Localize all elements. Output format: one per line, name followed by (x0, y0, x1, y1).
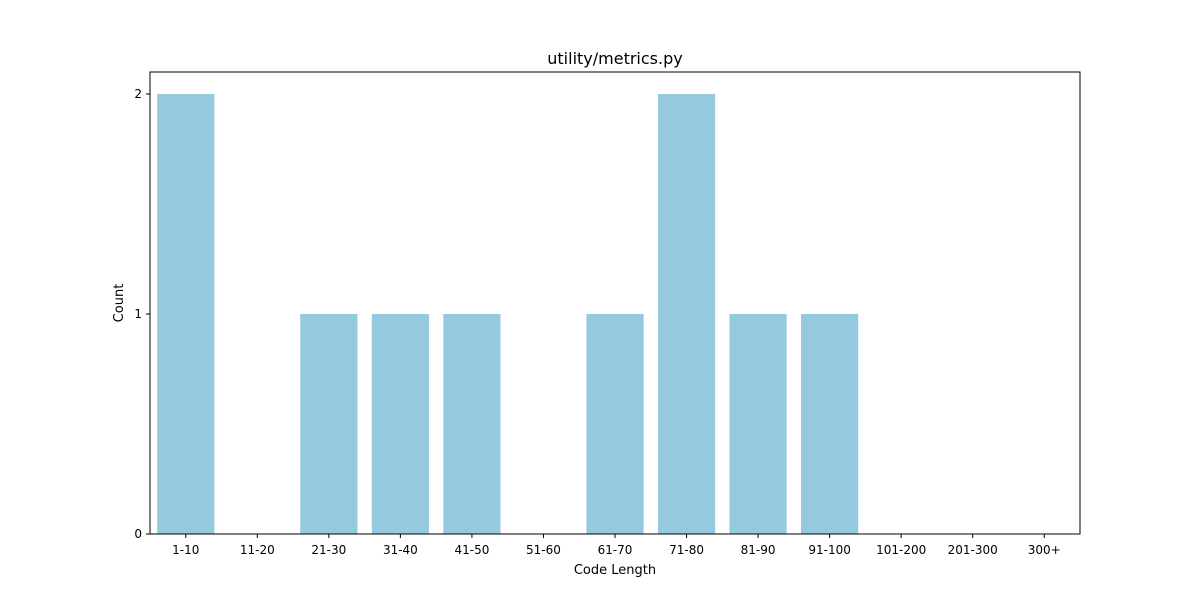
x-tick-label: 11-20 (240, 543, 275, 557)
x-tick-label: 61-70 (598, 543, 633, 557)
bar-1-10 (157, 94, 215, 534)
y-tick-label: 2 (134, 87, 142, 101)
bar-61-70 (586, 314, 644, 534)
x-axis: 1-10 11-20 21-30 31-40 41-50 51-60 61-70 71-80 8… (172, 534, 1061, 557)
chart-title: utility/metrics.py (547, 49, 682, 68)
x-tick-label: 21-30 (311, 543, 346, 557)
y-tick-label: 1 (134, 307, 142, 321)
x-tick-label: 41-50 (454, 543, 489, 557)
bar-91-100 (801, 314, 859, 534)
bar-31-40 (371, 314, 429, 534)
x-tick-label: 1-10 (172, 543, 199, 557)
bar-21-30 (300, 314, 358, 534)
y-tick-label: 0 (134, 527, 142, 541)
x-tick-label: 300+ (1028, 543, 1061, 557)
bar-71-80 (657, 94, 716, 534)
x-axis-label: Code Length (574, 563, 656, 578)
x-tick-label: 71-80 (669, 543, 704, 557)
bar-81-90 (729, 314, 787, 534)
bars-layer (157, 94, 859, 534)
x-tick-label: 81-90 (741, 543, 776, 557)
x-tick-label: 101-200 (876, 543, 926, 557)
x-tick-label: 201-300 (948, 543, 998, 557)
bar-41-50 (443, 314, 501, 534)
x-tick-label: 51-60 (526, 543, 561, 557)
x-tick-label: 31-40 (383, 543, 418, 557)
x-tick-label: 91-100 (808, 543, 851, 557)
y-axis-label: Count (112, 284, 127, 323)
y-axis: 0 1 2 (134, 87, 150, 541)
